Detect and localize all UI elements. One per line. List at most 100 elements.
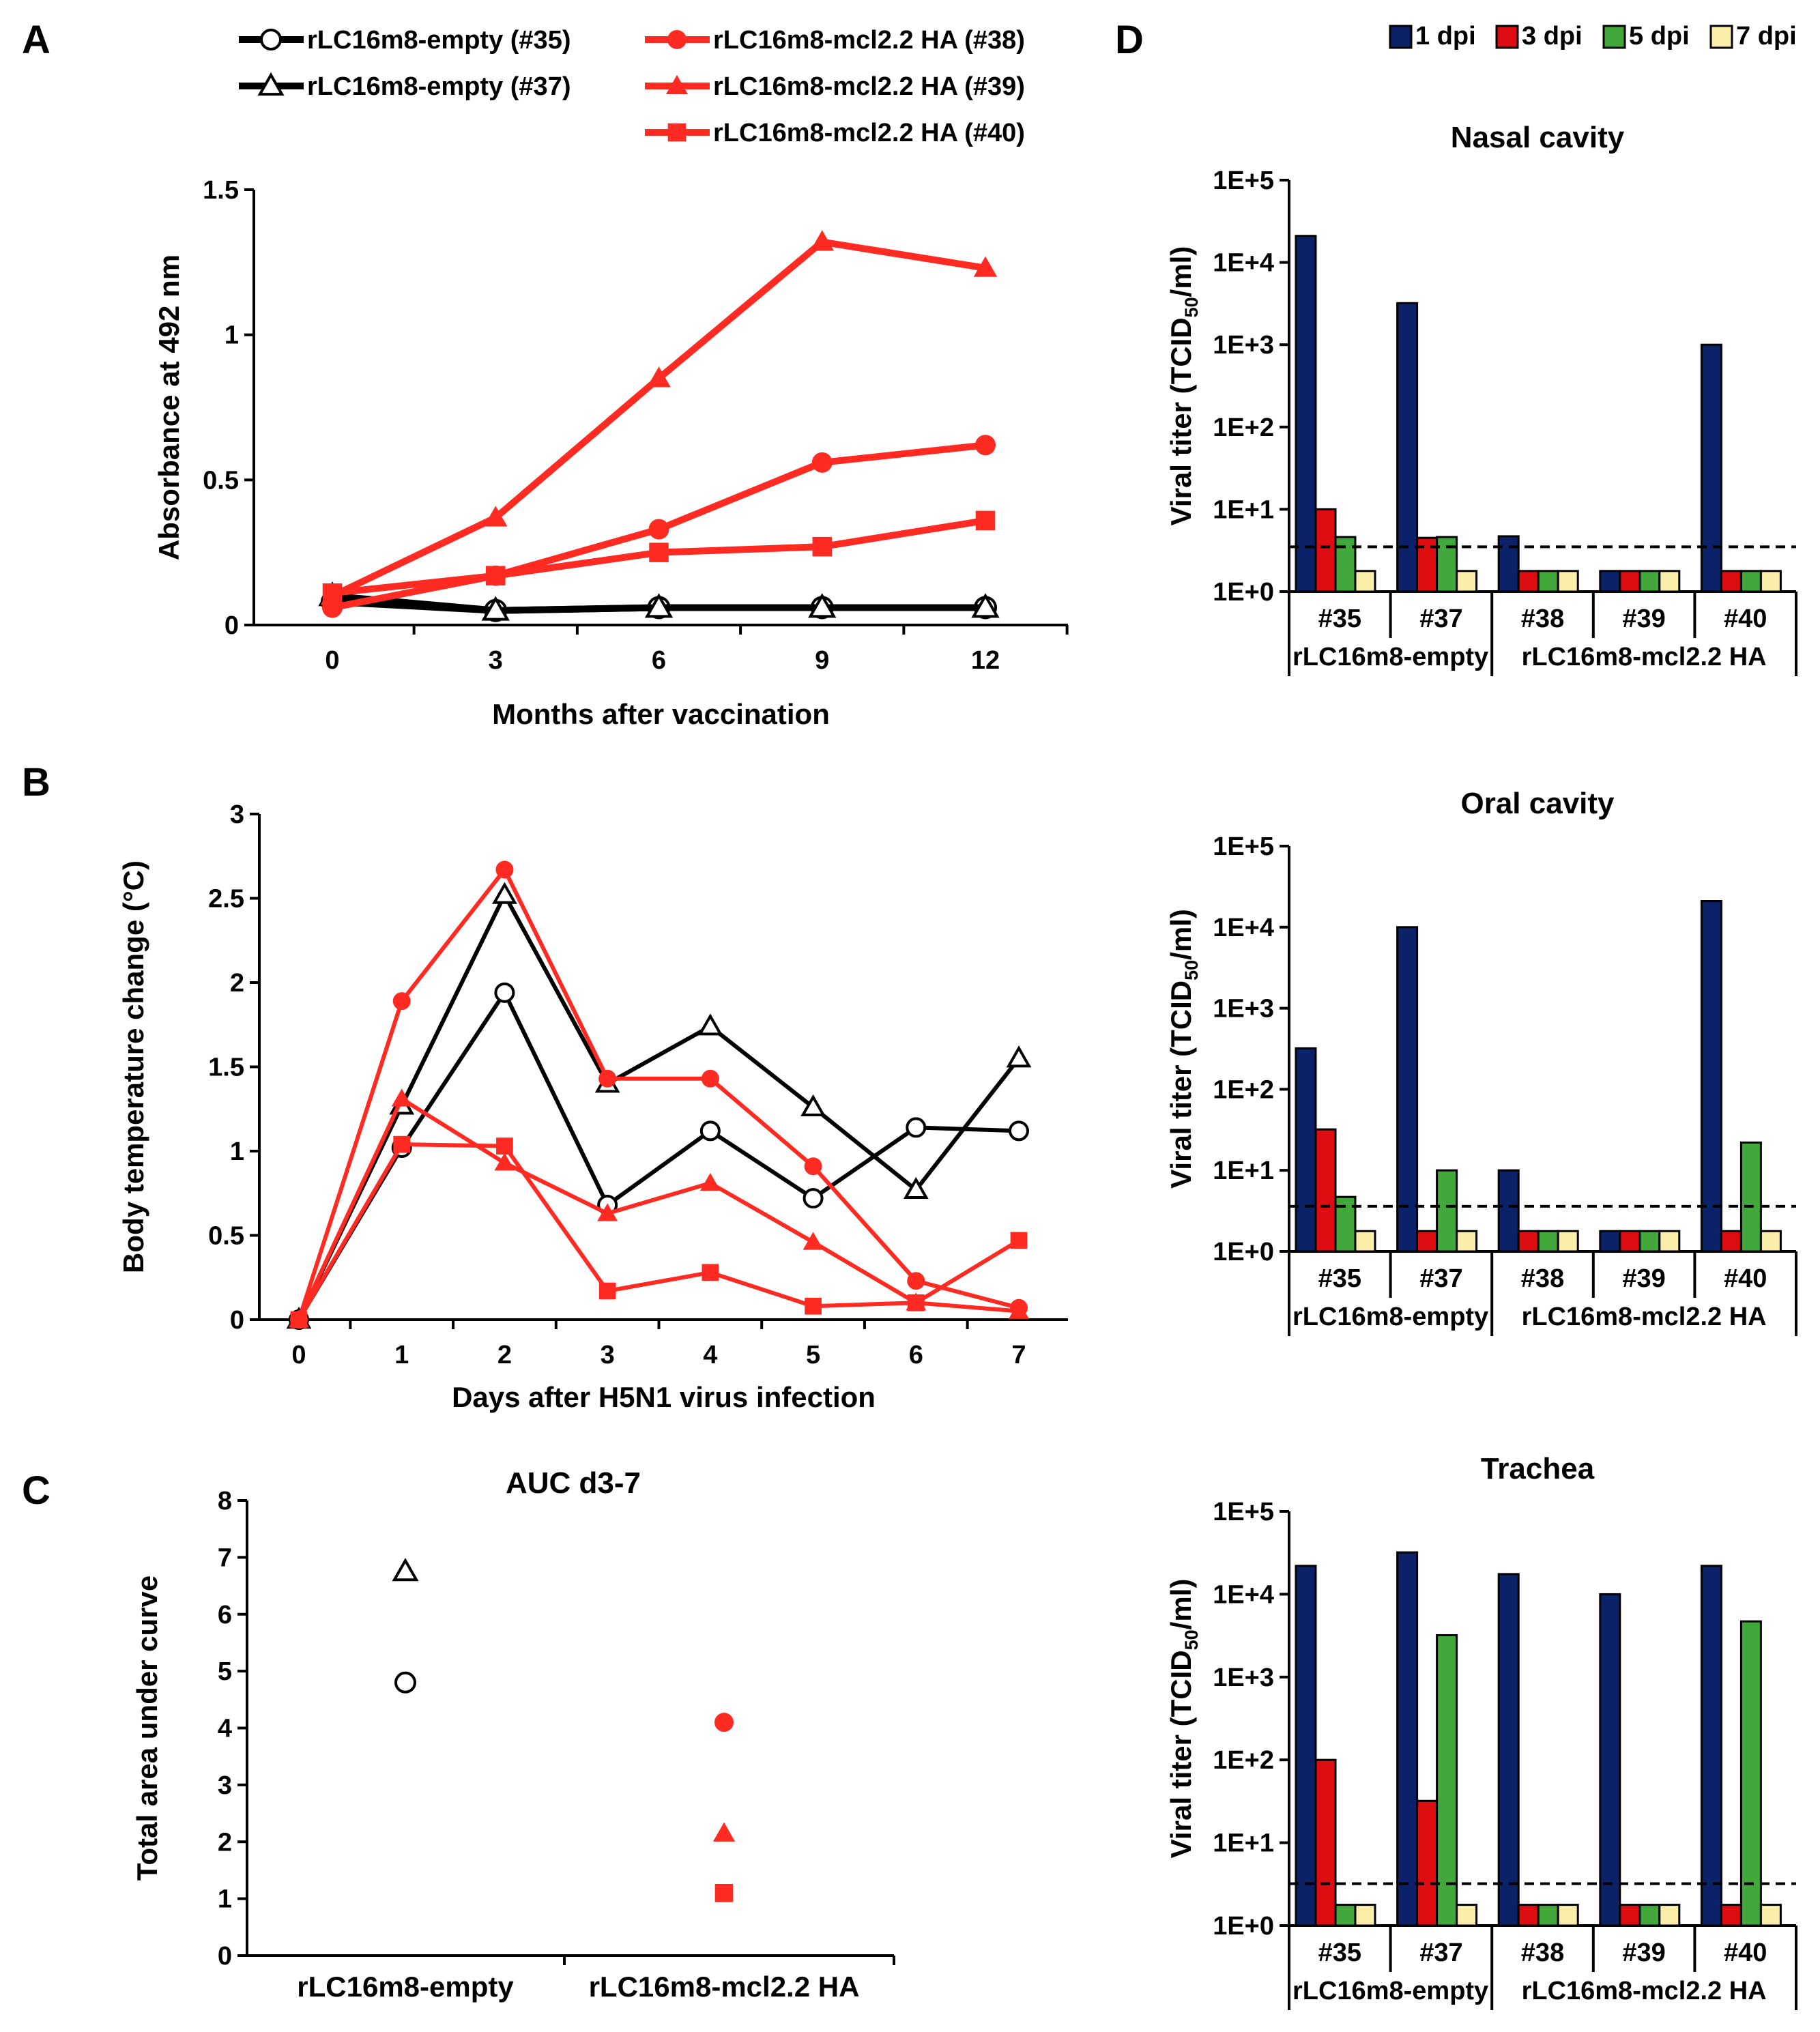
legend-label: 5 dpi [1629, 22, 1690, 50]
data-point [702, 1264, 719, 1281]
data-point [1006, 1045, 1032, 1068]
legend-swatch [1389, 25, 1413, 49]
y-axis-label: Viral titer (TCID50/ml) [1165, 246, 1202, 526]
y-tick-label: 1E+5 [1213, 166, 1274, 195]
x-category-label: #38 [1521, 1939, 1564, 1967]
y-tick-label: 2.5 [208, 885, 244, 914]
y-axis-label: Absorbance at 492 nm [153, 255, 185, 560]
bar [1456, 1904, 1478, 1927]
data-point [805, 1297, 822, 1315]
y-tick-label: 0 [225, 611, 239, 640]
y-tick-label: 4 [218, 1715, 232, 1743]
data-point [322, 583, 343, 603]
x-category-label: #39 [1622, 605, 1665, 633]
bar [1557, 1230, 1579, 1253]
y-tick-label: 1E+1 [1213, 495, 1274, 524]
bar [1497, 1169, 1520, 1253]
y-axis-label: Total area under curve [131, 1576, 163, 1881]
y-axis-label: Body temperature change (°C) [117, 860, 149, 1273]
legend-marker [667, 30, 687, 49]
data-point [803, 1188, 824, 1209]
data-point [1009, 1120, 1029, 1142]
y-tick-label: 0 [218, 1942, 232, 1971]
bar [1456, 570, 1478, 593]
data-point [906, 1117, 927, 1138]
chart-panel-b: 0 0.5 1 1.5 2 2.5 3 0 1 2 3 4 5 6 7 Days after H5N1 vir… [117, 800, 1068, 1413]
x-category-label: #39 [1622, 1264, 1665, 1293]
legend-label: rLC16m8-empty (#37) [307, 72, 570, 101]
x-tick-label: 6 [652, 646, 666, 675]
data-point [810, 230, 834, 251]
bar [1295, 1565, 1317, 1927]
legend-swatch [1495, 25, 1519, 49]
x-tick-label: 1 [394, 1341, 409, 1369]
y-axis-label: Viral titer (TCID50/ml) [1165, 909, 1202, 1189]
series-line [297, 867, 1020, 1320]
bar [1619, 1230, 1641, 1253]
legend-label: 7 dpi [1736, 22, 1797, 50]
data-point [699, 1172, 721, 1191]
y-tick-label: 0.5 [203, 466, 239, 495]
data-point [481, 596, 510, 621]
legend-swatch [1602, 25, 1626, 49]
x-category-label: #35 [1318, 1264, 1361, 1293]
y-tick-label: 0.5 [208, 1222, 244, 1251]
y-tick-label: 1.5 [203, 176, 239, 205]
legend-label: rLC16m8-mcl2.2 HA (#38) [713, 26, 1025, 55]
x-category-label: rLC16m8-empty [297, 1971, 514, 2003]
bar [1638, 570, 1661, 593]
data-point [812, 536, 832, 557]
bar [1396, 302, 1419, 593]
y-tick-label: 1E+0 [1213, 1238, 1274, 1266]
x-category-label: #37 [1419, 1264, 1462, 1293]
x-category-label: #40 [1724, 605, 1767, 633]
bar [1739, 1142, 1762, 1253]
x-tick-label: 7 [1011, 1341, 1026, 1369]
data-point [701, 1069, 719, 1088]
y-tick-label: 1 [225, 321, 239, 350]
chart-panel-d-oral: 1E+0 1E+1 1E+2 1E+3 1E+4 1E+5 #35 #37 #38 #39 #40 r… [1165, 787, 1797, 1336]
y-tick-label: 2 [218, 1828, 232, 1857]
chart-title: Oral cavity [1460, 787, 1615, 820]
y-tick-label: 3 [230, 800, 244, 829]
bar [1638, 1904, 1661, 1927]
bar [1720, 1230, 1742, 1253]
y-tick-label: 1E+3 [1213, 1664, 1274, 1692]
data-point [394, 1671, 416, 1694]
y-tick-label: 0 [230, 1306, 244, 1335]
bar [1759, 570, 1782, 593]
data-point [648, 519, 669, 540]
bar [1396, 926, 1419, 1253]
chart-panel-c: 0 1 2 3 4 5 6 7 8 rLC16m8-empty rLC16m8-mcl2.2 HA A… [131, 1466, 895, 2003]
x-group-label: rLC16m8-mcl2.2 HA [1522, 1303, 1767, 1331]
bar [1720, 1904, 1742, 1927]
bar [1658, 1904, 1681, 1927]
bar [1436, 1169, 1458, 1253]
y-tick-label: 1E+5 [1213, 1498, 1274, 1526]
data-point [494, 982, 515, 1003]
data-point [392, 1558, 419, 1582]
legend-swatch [1709, 25, 1733, 49]
legend-marker [257, 72, 285, 96]
data-point [598, 1282, 616, 1300]
x-category-label: #38 [1521, 1264, 1564, 1293]
y-tick-label: 3 [218, 1771, 232, 1800]
series-line [297, 1142, 1020, 1321]
series-line [297, 990, 1020, 1321]
bar [1396, 1551, 1419, 1927]
data-point [800, 1094, 826, 1116]
y-tick-label: 1E+3 [1213, 995, 1274, 1024]
bar [1599, 1230, 1621, 1253]
x-tick-label: 12 [971, 646, 1000, 675]
x-tick-label: 4 [703, 1341, 717, 1369]
y-tick-label: 1E+2 [1213, 1746, 1274, 1775]
legend-label: 3 dpi [1522, 22, 1583, 50]
bar [1517, 1904, 1540, 1927]
data-point [484, 506, 508, 527]
data-point [494, 1152, 515, 1171]
y-tick-label: 7 [218, 1543, 232, 1572]
legend-label: rLC16m8-mcl2.2 HA (#39) [713, 72, 1025, 101]
bar [1739, 1620, 1762, 1927]
bar [1658, 1230, 1681, 1253]
x-tick-label: 3 [601, 1341, 615, 1369]
